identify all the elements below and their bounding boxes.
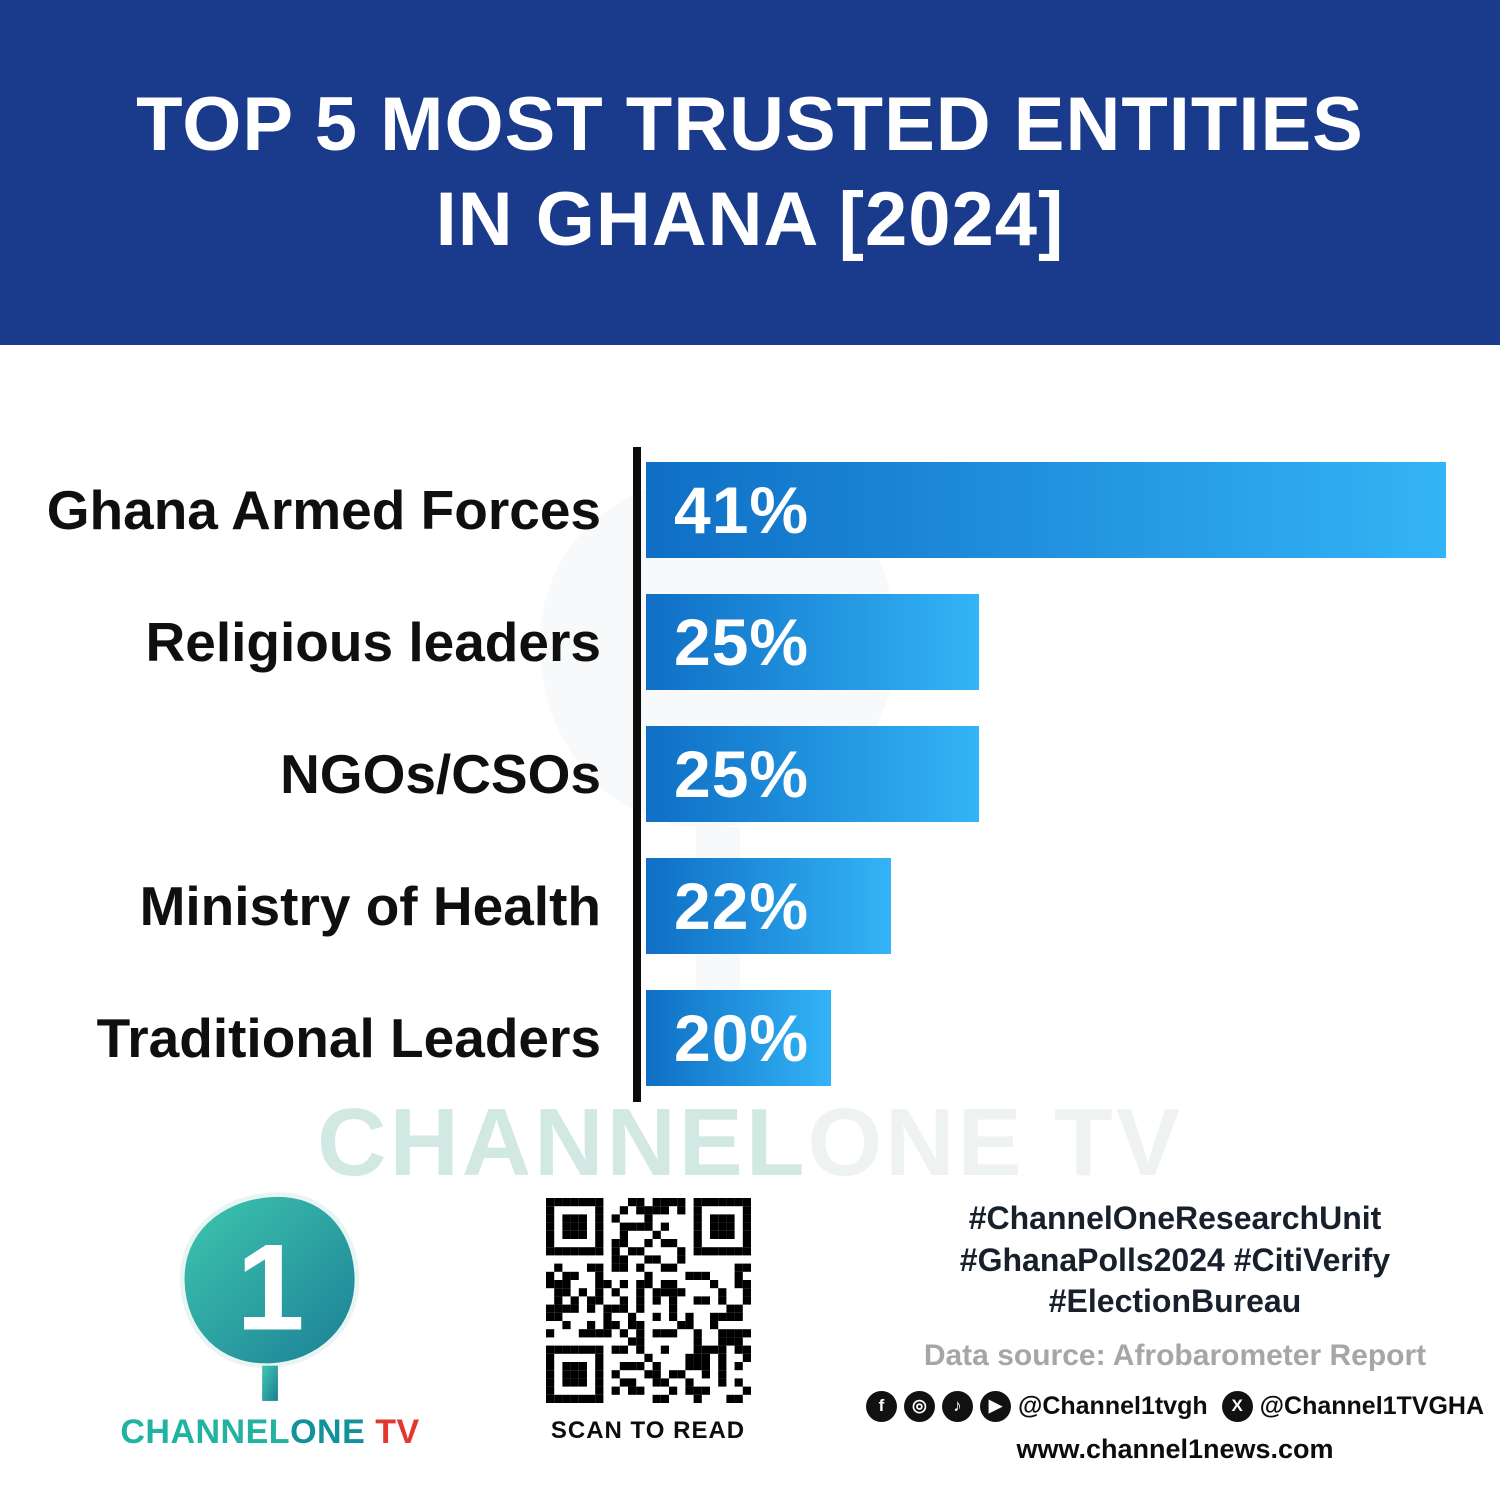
footer-info: #ChannelOneResearchUnit #GhanaPolls2024 … bbox=[865, 1198, 1484, 1465]
hashtag-line-2: #GhanaPolls2024 #CitiVerify bbox=[959, 1241, 1391, 1278]
wordmark-tv: TV bbox=[365, 1413, 420, 1451]
x-icon: X bbox=[1221, 1390, 1253, 1422]
bar-category-label: Traditional Leaders bbox=[96, 1007, 601, 1069]
watermark-one-tv: ONE TV bbox=[807, 1089, 1183, 1196]
bar-category-label: Ghana Armed Forces bbox=[46, 479, 601, 541]
bar-track: 41% bbox=[646, 462, 1446, 558]
bar-row: Ghana Armed Forces 41% bbox=[0, 462, 1500, 558]
channel-one-logo: 1 CHANNELONE TV bbox=[120, 1185, 419, 1452]
tiktok-icon: ♪ bbox=[941, 1390, 973, 1422]
bar-row: Ministry of Health 22% bbox=[0, 858, 1500, 954]
website-url: www.channel1news.com bbox=[1016, 1433, 1334, 1464]
bar-value-label: 41% bbox=[674, 473, 810, 547]
data-source: Data source: Afrobarometer Report bbox=[923, 1338, 1427, 1372]
channel-one-text-watermark: CHANNELONE TV bbox=[0, 1088, 1500, 1198]
bar-value-label: 25% bbox=[674, 605, 810, 679]
qr-block: SCAN TO READ bbox=[543, 1198, 753, 1445]
hashtag-line-1: #ChannelOneResearchUnit bbox=[968, 1200, 1382, 1236]
channel-one-wordmark: CHANNELONE TV bbox=[120, 1413, 419, 1452]
title-line-1: TOP 5 MOST TRUSTED ENTITIES bbox=[136, 82, 1364, 168]
svg-text:1: 1 bbox=[236, 1218, 304, 1355]
facebook-icon: f bbox=[865, 1390, 897, 1422]
social-row: f ◎ ♪ ▶ @Channel1tvgh X @Channel1TVGHA bbox=[865, 1390, 1484, 1422]
title-line-2: IN GHANA [2024] bbox=[435, 176, 1065, 262]
bar-row: NGOs/CSOs 25% bbox=[0, 726, 1500, 822]
wordmark-channel: CHANNEL bbox=[120, 1413, 291, 1451]
hashtag-line-3: #ElectionBureau bbox=[1048, 1283, 1302, 1320]
bar-value-label: 25% bbox=[674, 737, 810, 811]
bar-track: 20% bbox=[646, 990, 831, 1086]
bar: 25% bbox=[646, 726, 979, 822]
bar: 20% bbox=[646, 990, 831, 1086]
qr-caption: SCAN TO READ bbox=[550, 1417, 746, 1444]
hashtags: #ChannelOneResearchUnit #GhanaPolls2024 … bbox=[875, 1198, 1475, 1323]
bar-category-label: NGOs/CSOs bbox=[280, 743, 601, 805]
watermark-channel: CHANNEL bbox=[317, 1089, 808, 1196]
wordmark-one: ONE bbox=[290, 1413, 366, 1451]
chart-axis-line bbox=[633, 447, 641, 1102]
social-handle-2: @Channel1TVGHA bbox=[1259, 1391, 1485, 1420]
bar-row: Traditional Leaders 20% bbox=[0, 990, 1500, 1086]
channel-one-logo-icon: 1 bbox=[179, 1192, 359, 1401]
bar-value-label: 20% bbox=[674, 1001, 810, 1075]
page-title: TOP 5 MOST TRUSTED ENTITIES IN GHANA [20… bbox=[136, 78, 1364, 266]
bar-chart: Ghana Armed Forces 41% Religious leaders 25… bbox=[0, 462, 1500, 1086]
bar: 41% bbox=[646, 462, 1446, 558]
bar-row: Religious leaders 25% bbox=[0, 594, 1500, 690]
bar-category-label: Ministry of Health bbox=[139, 875, 601, 937]
header-banner: TOP 5 MOST TRUSTED ENTITIES IN GHANA [20… bbox=[0, 0, 1500, 345]
social-handle-1: @Channel1tvgh bbox=[1017, 1391, 1208, 1420]
bar-value-label: 22% bbox=[674, 869, 810, 943]
youtube-icon: ▶ bbox=[979, 1390, 1011, 1422]
qr-code bbox=[545, 1198, 751, 1403]
bar: 22% bbox=[646, 858, 891, 954]
instagram-icon: ◎ bbox=[903, 1390, 935, 1422]
bar-track: 25% bbox=[646, 726, 979, 822]
bar-track: 25% bbox=[646, 594, 979, 690]
bar: 25% bbox=[646, 594, 979, 690]
bar-category-label: Religious leaders bbox=[145, 611, 601, 673]
bar-track: 22% bbox=[646, 858, 891, 954]
